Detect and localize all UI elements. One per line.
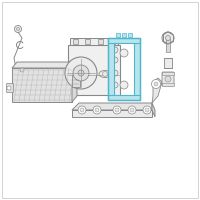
Circle shape — [115, 108, 119, 112]
Circle shape — [120, 81, 128, 89]
Circle shape — [143, 106, 151, 114]
Polygon shape — [72, 62, 77, 102]
Circle shape — [20, 68, 24, 72]
Circle shape — [112, 57, 118, 63]
Circle shape — [120, 49, 128, 57]
Circle shape — [78, 70, 84, 76]
Bar — [108, 95, 140, 100]
Circle shape — [128, 106, 136, 114]
Circle shape — [166, 36, 170, 40]
Polygon shape — [72, 103, 152, 110]
Bar — [164, 58, 172, 68]
Bar — [72, 110, 152, 117]
Bar — [122, 33, 126, 37]
Circle shape — [112, 82, 118, 88]
Circle shape — [154, 82, 158, 86]
Bar — [70, 38, 118, 45]
Bar — [108, 38, 140, 43]
Circle shape — [14, 25, 22, 32]
Circle shape — [16, 27, 20, 30]
Polygon shape — [12, 62, 77, 68]
Circle shape — [93, 106, 101, 114]
Bar — [72, 75, 80, 87]
Circle shape — [65, 57, 97, 89]
Circle shape — [113, 106, 121, 114]
Bar — [110, 39, 115, 44]
Circle shape — [112, 70, 118, 76]
Bar — [98, 39, 103, 44]
Polygon shape — [152, 103, 155, 117]
Polygon shape — [12, 68, 72, 102]
FancyBboxPatch shape — [6, 84, 14, 92]
Circle shape — [152, 79, 160, 88]
Circle shape — [7, 86, 11, 90]
Bar — [166, 39, 170, 52]
Circle shape — [165, 76, 171, 82]
Circle shape — [162, 32, 174, 44]
Bar — [108, 38, 114, 100]
Bar — [85, 39, 90, 44]
Circle shape — [102, 72, 108, 76]
Circle shape — [145, 108, 149, 112]
Circle shape — [80, 108, 84, 112]
Bar — [108, 38, 140, 100]
Circle shape — [95, 108, 99, 112]
Bar — [73, 39, 78, 44]
Circle shape — [130, 108, 134, 112]
Bar — [68, 45, 120, 95]
Bar — [162, 83, 174, 86]
Bar — [134, 38, 140, 100]
Bar — [128, 33, 132, 37]
Polygon shape — [152, 78, 162, 103]
Circle shape — [73, 65, 89, 81]
Bar — [116, 33, 120, 37]
Circle shape — [112, 47, 118, 53]
Bar — [162, 72, 174, 75]
Circle shape — [78, 106, 86, 114]
FancyBboxPatch shape — [162, 72, 174, 86]
